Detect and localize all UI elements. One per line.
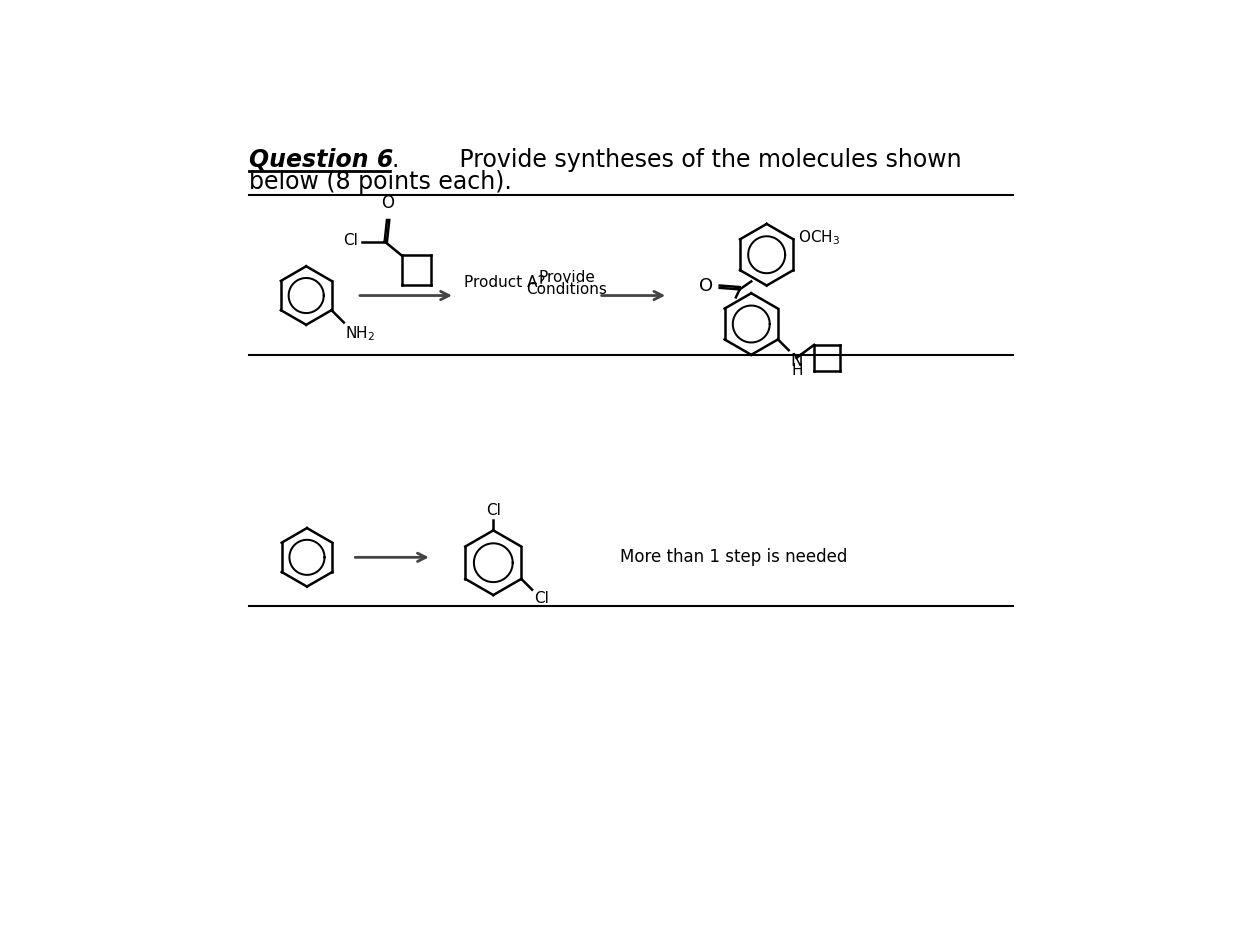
Text: O: O <box>381 194 394 212</box>
Text: NH$_2$: NH$_2$ <box>345 325 375 344</box>
Text: Question 6: Question 6 <box>250 148 394 172</box>
Text: O: O <box>699 277 713 295</box>
Text: Product A?: Product A? <box>465 275 545 290</box>
Text: N: N <box>790 351 802 370</box>
Text: H: H <box>792 364 804 379</box>
Text: Cl: Cl <box>344 234 359 249</box>
Text: Cl: Cl <box>486 503 501 518</box>
Text: Provide: Provide <box>538 270 595 285</box>
Text: Conditions: Conditions <box>527 282 607 297</box>
Text: below (8 points each).: below (8 points each). <box>250 171 512 194</box>
Text: .        Provide syntheses of the molecules shown: . Provide syntheses of the molecules sho… <box>392 148 963 172</box>
Text: Cl: Cl <box>534 592 549 607</box>
Text: More than 1 step is needed: More than 1 step is needed <box>620 548 848 566</box>
Text: OCH$_3$: OCH$_3$ <box>797 228 840 247</box>
